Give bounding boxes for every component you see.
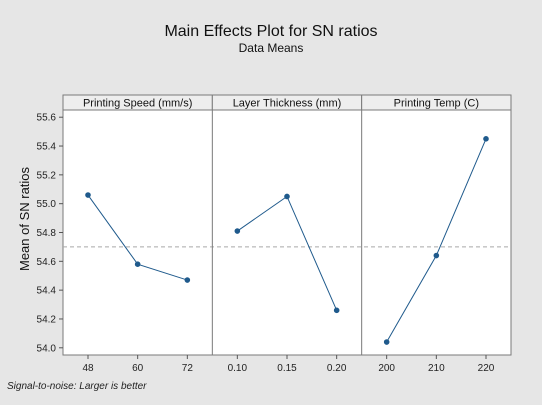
footnote: Signal-to-noise: Larger is better	[7, 381, 147, 392]
plot-area: 54.0 54.2 54.4 54.6 54.8 55.0 55.2 55.4 55.6 Prin…	[37, 94, 512, 374]
plot-background	[62, 109, 512, 356]
data-point	[483, 136, 489, 142]
x-tick-label: 200	[378, 363, 395, 374]
y-tick-label: 54.8	[37, 228, 57, 239]
panel-header-label: Printing Temp (C)	[394, 98, 479, 110]
y-axis-label: Mean of SN ratios	[17, 166, 32, 271]
panel-header-label: Printing Speed (mm/s)	[83, 98, 192, 110]
panel-header-label: Layer Thickness (mm)	[233, 98, 342, 110]
y-tick-label: 55.2	[37, 170, 57, 181]
data-point	[284, 193, 290, 200]
y-tick-label: 55.0	[37, 199, 57, 210]
y-tick-label: 54.0	[37, 343, 57, 354]
x-tick-label: 0.15	[277, 363, 297, 374]
x-tick-label: 72	[182, 363, 194, 374]
chart-title: Main Effects Plot for SN ratios	[164, 23, 377, 40]
data-point	[383, 339, 390, 345]
data-point	[134, 261, 141, 268]
data-point	[184, 277, 191, 283]
data-point	[85, 192, 91, 198]
y-tick-label: 54.6	[37, 257, 57, 268]
y-tick-label: 55.4	[37, 142, 57, 153]
x-tick-label: 60	[132, 363, 144, 374]
data-point	[433, 252, 440, 259]
y-tick-label: 55.6	[37, 113, 57, 124]
x-tick-label: 48	[82, 363, 94, 374]
y-tick-label: 54.4	[37, 286, 57, 297]
data-point	[234, 228, 241, 234]
panel-header	[361, 94, 512, 111]
x-tick-label: 0.20	[327, 363, 347, 374]
x-tick-label: 0.10	[228, 363, 248, 374]
x-tick-label: 220	[478, 363, 495, 374]
chart-subtitle: Data Means	[239, 41, 304, 55]
y-tick-label: 54.2	[37, 314, 57, 325]
x-tick-label: 210	[428, 363, 445, 374]
data-point	[333, 307, 340, 314]
